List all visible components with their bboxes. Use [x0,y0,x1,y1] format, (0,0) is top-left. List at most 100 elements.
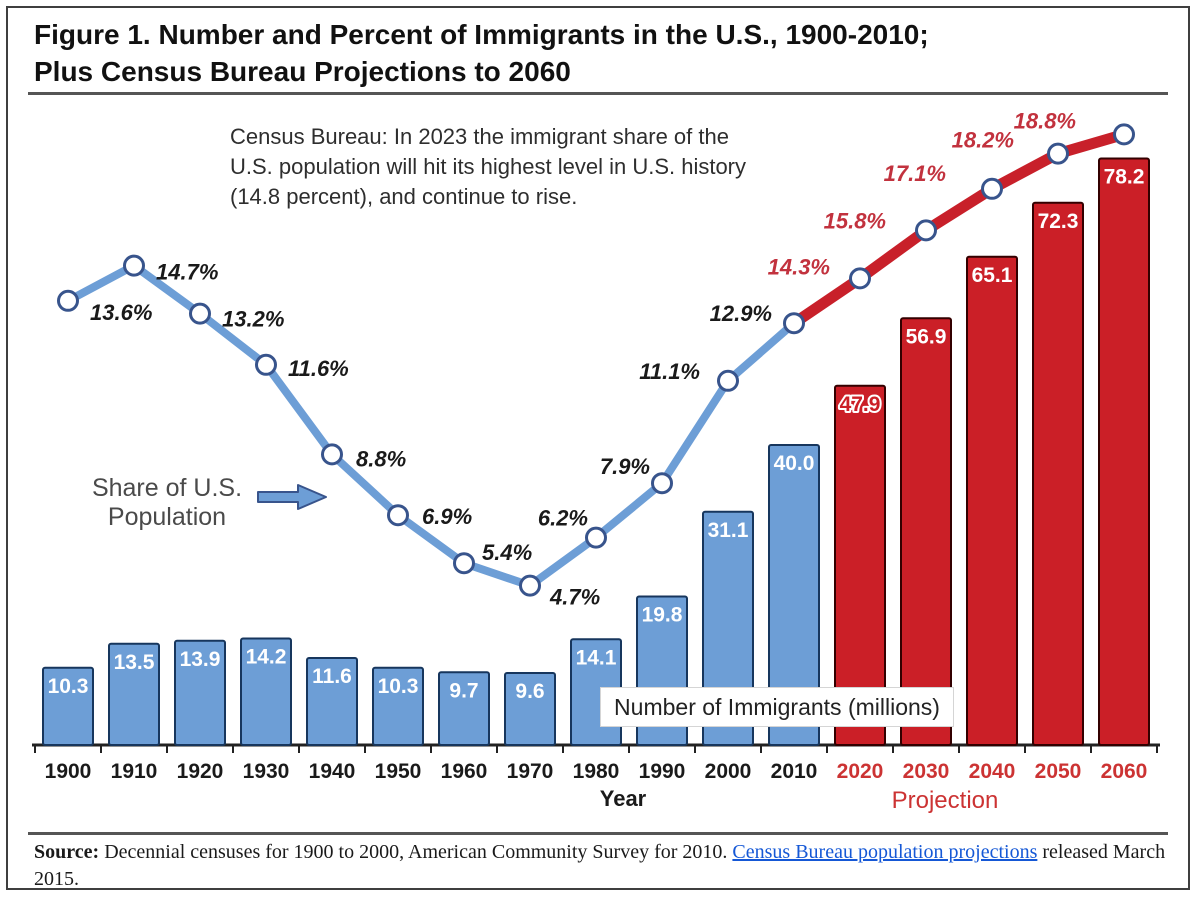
bar-value-label: 14.2 [246,646,287,669]
x-axis-tick-label: 2060 [1101,760,1148,783]
bar-value-label: 65.1 [972,264,1013,287]
title-divider [28,92,1168,95]
x-axis-tick-label: 2040 [969,760,1016,783]
x-axis-tick-label: 1970 [507,760,554,783]
bar-1950 [372,666,424,746]
bar-value-label: 10.3 [378,675,419,698]
census-projections-link[interactable]: Census Bureau population projections [732,841,1038,863]
line-point-marker-1930 [255,353,277,376]
line-point-marker-1950 [387,504,409,527]
annotation-text: Census Bureau: In 2023 the immigrant sha… [230,122,810,212]
line-point-label-1910: 14.7% [156,260,218,285]
source-divider [28,832,1168,835]
bar-value-label: 14.1 [576,646,617,669]
line-point-marker-2030 [915,219,937,242]
source-prefix: Source: [34,841,100,863]
right-arrow-icon [257,484,327,510]
x-axis-tick-label: 1910 [111,760,158,783]
bar-value-label: 56.9 [906,325,947,348]
x-axis-tick-label: 1900 [45,760,92,783]
source-note: Source: Decennial censuses for 1900 to 2… [34,839,1174,893]
line-point-marker-2010 [783,312,805,335]
projection-label: Projection [892,787,999,814]
figure-title-line1: Figure 1. Number and Percent of Immigran… [34,19,929,50]
x-axis-tick-label: 1980 [573,760,620,783]
x-axis-tick-label: 1930 [243,760,290,783]
line-point-label-2020: 14.3% [768,254,830,279]
annotation-line2: U.S. population will hit its highest lev… [230,154,747,179]
share-line-labels: 13.6%14.7%13.2%11.6% 8.8% 6.9% 5.4% 4.7% 6.2%… [90,108,1076,609]
share-line-series [57,123,1135,597]
x-axis-tick-label: 1920 [177,760,224,783]
bar-2050 [1032,201,1084,746]
x-axis-tick-label: 1940 [309,760,356,783]
line-point-label-1960: 5.4% [482,540,532,565]
annotation-line3: (14.8 percent), and continue to rise. [230,184,578,209]
bar-1940 [306,657,358,746]
x-axis-tick-label: 2030 [903,760,950,783]
line-point-label-2060: 18.8% [1014,108,1076,133]
source-text-after-link: released March 2015. [34,841,1166,890]
bar-1930 [240,637,292,746]
bar-value-label: 72.3 [1038,210,1079,233]
share-line-historical [64,261,798,590]
bar-value-label: 19.8 [642,604,683,627]
line-point-label-1970: 4.7% [549,585,600,610]
line-point-label-1950: 6.9% [422,504,472,529]
source-text-before-link: Decennial censuses for 1900 to 2000, Ame… [99,841,733,863]
bar-value-label: 10.3 [48,675,89,698]
line-point-marker-1910 [123,254,145,277]
x-axis [32,743,1160,753]
line-point-marker-1980 [585,526,607,549]
line-point-marker-1960 [453,552,475,575]
line-point-marker-2060 [1113,123,1135,146]
line-point-marker-2000 [717,369,739,392]
bars-series-label: Number of Immigrants (millions) [600,687,954,727]
line-point-marker-1970 [519,574,541,597]
line-point-marker-2020 [849,267,871,290]
line-point-label-2050: 18.2% [952,128,1014,153]
x-axis-tick-label: 1990 [639,760,686,783]
line-point-label-1980: 6.2% [538,506,588,531]
line-point-label-1900: 13.6% [90,300,152,325]
x-axis-tick-label: 1960 [441,760,488,783]
line-point-marker-1900 [57,289,79,312]
x-axis-title: Year [600,786,647,811]
bar-2060 [1098,157,1150,746]
line-point-marker-2040 [981,177,1003,200]
bar-2030 [900,317,952,746]
share-line-projection [788,128,1130,329]
line-point-marker-1990 [651,472,673,495]
bar-value-label: 13.5 [114,651,155,674]
bar-value-label: 47.9 [840,393,881,416]
share-label-line2: Population [107,503,227,531]
bar-2020 [834,384,886,746]
bar-1920 [174,639,226,746]
x-axis-tick-label: 2010 [771,760,818,783]
line-point-label-2010: 12.9% [710,301,772,326]
line-point-marker-1940 [321,443,343,466]
bar-1900 [42,666,94,746]
bar-value-label: 9.6 [515,680,544,703]
line-point-marker-2050 [1047,142,1069,165]
line-point-label-2040: 17.1% [884,161,946,186]
x-axis-tick-label: 2020 [837,760,884,783]
line-point-label-1940: 8.8% [356,446,406,471]
figure-title: Figure 1. Number and Percent of Immigran… [34,16,929,90]
bar-2000 [702,510,754,746]
x-axis-labels: 1900 1910 1920 1930 1940 1950 1960 1970 1980 1990… [45,760,1148,814]
bar-value-label: 78.2 [1104,166,1145,189]
bar-2040 [966,255,1018,746]
bars-group: 10.3 13.5 13.9 14.2 11.6 10.3 9.7 9.6 14.1 19.8 31… [42,157,1150,746]
bar-1960 [438,671,490,746]
line-point-marker-1920 [189,302,211,325]
line-point-label-1930: 11.6% [288,356,349,381]
line-point-label-1920: 13.2% [222,307,284,332]
share-label-line1: Share of U.S. [91,474,243,502]
bar-1970 [504,672,556,746]
bar-value-label: 11.6 [312,665,352,688]
bar-value-label: 13.9 [180,648,221,671]
bar-value-label: 40.0 [774,452,815,475]
bar-value-label: 9.7 [449,679,478,702]
figure-frame: Figure 1. Number and Percent of Immigran… [6,6,1190,890]
